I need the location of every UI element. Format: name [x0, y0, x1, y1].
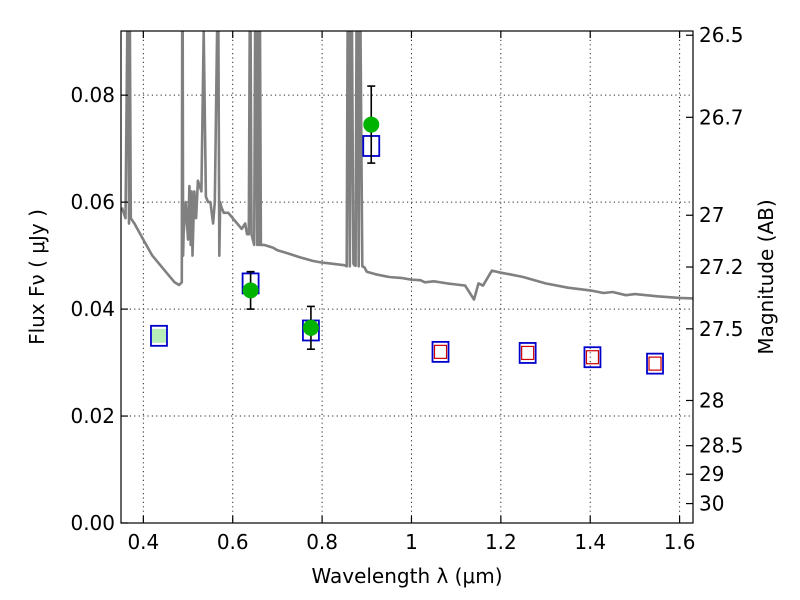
- observed-point: [242, 282, 259, 299]
- predicted-box: [585, 350, 600, 365]
- model-box: [583, 346, 602, 369]
- x-tick-label: 0.8: [306, 530, 338, 554]
- mag-tick-label: 27.2: [699, 255, 744, 279]
- x-tick-label: 0.4: [127, 530, 159, 554]
- x-tick-label: 1.6: [664, 530, 696, 554]
- y-tick-label: 0.04: [70, 297, 115, 321]
- observed-point: [363, 116, 380, 133]
- y-tick-label: 0.00: [70, 511, 115, 535]
- y-tick-label: 0.08: [70, 83, 115, 107]
- mag-tick-label: 29: [699, 462, 724, 486]
- y-axis-right-label: Magnitude (AB): [754, 199, 778, 354]
- mag-tick-label: 28: [699, 388, 724, 412]
- sed-line: [121, 31, 693, 301]
- x-tick-label: 1: [405, 530, 418, 554]
- predicted-box: [648, 356, 662, 371]
- plot-frame: [120, 30, 694, 524]
- predicted-box: [521, 345, 535, 361]
- x-tick-label: 0.6: [217, 530, 249, 554]
- model-box-fill: [151, 328, 166, 343]
- grid-layer: [121, 31, 693, 524]
- mag-tick-label: 27.5: [699, 317, 744, 341]
- x-tick-label: 1.4: [574, 530, 606, 554]
- mag-tick-label: 27: [699, 203, 724, 227]
- mag-tick-label: 26.7: [699, 105, 744, 129]
- axes-layer: 0.4 0.6 0.8 1 1.2 1.4 1.6 0.00 0.02 0.04 0.06 0.08 2…: [70, 23, 743, 554]
- observed-point: [302, 319, 319, 336]
- model-box: [431, 340, 450, 363]
- y-tick-label: 0.02: [70, 404, 115, 428]
- x-tick-label: 1.2: [485, 530, 517, 554]
- mag-tick-label: 30: [699, 492, 724, 516]
- model-box: [646, 352, 664, 375]
- y-tick-label: 0.06: [70, 190, 115, 214]
- mag-tick-label: 26.5: [699, 23, 744, 47]
- y-axis-label: Flux Fν ( μJy ): [25, 209, 49, 345]
- predicted-box: [433, 344, 448, 359]
- mag-tick-label: 28.5: [699, 434, 744, 458]
- plot-layer: [121, 31, 693, 375]
- model-box: [518, 342, 537, 364]
- x-axis-label: Wavelength λ (μm): [311, 564, 502, 588]
- model-box: [150, 324, 168, 347]
